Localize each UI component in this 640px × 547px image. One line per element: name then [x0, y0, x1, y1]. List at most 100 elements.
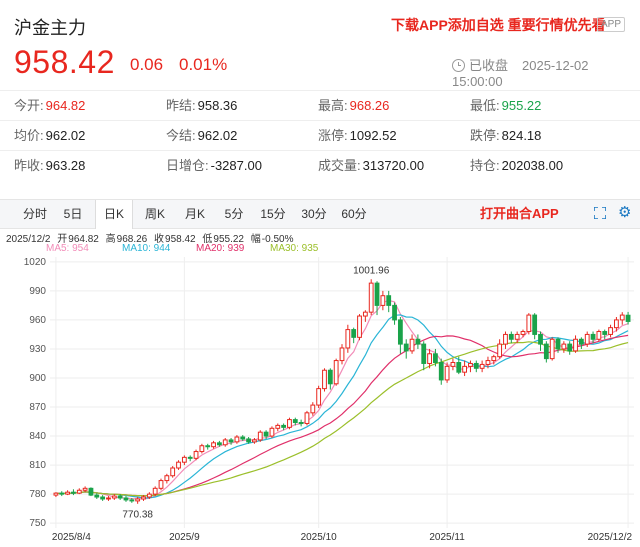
x-tick-label: 2025/10	[301, 532, 338, 543]
tab-7[interactable]: 30分	[301, 207, 327, 221]
candle-body	[614, 319, 619, 329]
candle-body	[234, 436, 240, 443]
candle-body	[152, 487, 158, 495]
quote-cell: 昨结: 958.36	[166, 91, 237, 121]
tab-5[interactable]: 5分	[224, 207, 244, 221]
y-tick-label: 990	[29, 286, 46, 297]
candle-body	[205, 445, 211, 448]
candle-body	[100, 496, 106, 500]
candle-body	[532, 314, 538, 335]
period-tab-bar: 分时 5日 日K 周K 月K 5分 15分 30分 60分 打开曲合APP ⚙	[0, 199, 640, 229]
candle-body	[514, 333, 520, 340]
instrument-title: 沪金主力	[14, 18, 86, 38]
ma-legend-item: MA5: 954	[46, 243, 89, 254]
quote-cell: 成交量: 313720.00	[318, 151, 424, 181]
candle-body	[216, 442, 222, 446]
candle-body	[257, 431, 263, 441]
y-tick-label: 960	[29, 315, 46, 326]
quote-cell: 跌停: 824.18	[470, 121, 541, 151]
candle-body	[123, 497, 129, 501]
candle-body	[479, 363, 485, 369]
candle-body	[462, 365, 468, 373]
candle-body	[497, 343, 503, 358]
candle-body	[596, 331, 602, 340]
candle-body	[164, 475, 170, 482]
ohlc-low: 955.22	[213, 234, 244, 245]
candle-body	[362, 311, 368, 317]
quote-row: 今开: 964.82 昨结: 958.36 最高: 968.26 最低: 955.22	[0, 90, 640, 121]
price-annotation: 1001.96	[353, 265, 390, 276]
quote-datetime: 2025-12-02 15:00:00	[452, 58, 589, 89]
candle-body	[304, 412, 310, 424]
tab-8[interactable]: 60分	[341, 207, 367, 221]
tab-3[interactable]: 周K	[144, 207, 165, 221]
quote-label: 涨停:	[318, 128, 348, 143]
candle-body	[468, 362, 473, 367]
quote-value: 964.82	[45, 98, 86, 113]
quote-cell: 最低: 955.22	[470, 91, 541, 121]
ohlc-range-label: 幅	[250, 234, 261, 245]
tab-1[interactable]: 5日	[63, 207, 83, 221]
quote-value: 958.36	[197, 98, 238, 113]
price-change-percent: 0.01%	[179, 55, 228, 74]
x-tick-label: 2025/11	[429, 532, 465, 543]
candlestick-chart[interactable]: 750 780 810 840 870 900 930 960 990 1020 2025/8/4 2…	[0, 252, 640, 547]
candle-body	[88, 487, 94, 496]
quote-cell: 最高: 968.26	[318, 91, 389, 121]
quote-label: 最低:	[470, 98, 500, 113]
y-tick-label: 840	[29, 431, 46, 442]
quote-label: 今结:	[166, 128, 196, 143]
candle-body	[567, 343, 573, 352]
fullscreen-icon[interactable]	[594, 207, 606, 219]
quote-label: 日增仓:	[166, 158, 209, 173]
ma-legend-item: MA20: 939	[196, 243, 245, 254]
candle-body	[380, 295, 386, 306]
open-app-button[interactable]: 打开曲合APP	[480, 206, 559, 221]
quote-label: 今开:	[14, 98, 44, 113]
quote-label: 最高:	[318, 98, 348, 113]
candle-body	[415, 338, 421, 345]
market-status: 已收盘 2025-12-02 15:00:00	[452, 55, 640, 89]
candle-body	[129, 499, 135, 502]
ohlc-high: 968.26	[116, 234, 148, 245]
tab-6[interactable]: 15分	[260, 207, 286, 221]
x-tick-label: 2025/9	[169, 532, 200, 543]
y-tick-label: 780	[29, 489, 46, 500]
candle-body	[450, 361, 456, 367]
y-tick-label: 900	[29, 373, 46, 384]
tab-2[interactable]: 日K	[95, 200, 133, 229]
quote-value: -3287.00	[210, 158, 262, 173]
quote-value: 963.28	[45, 158, 86, 173]
candle-body	[252, 439, 257, 443]
download-app-promo-link[interactable]: 下载APP添加自选 重要行情优先看	[391, 17, 606, 33]
candle-body	[602, 331, 608, 335]
y-tick-label: 1020	[24, 257, 47, 268]
candle-body	[158, 480, 164, 489]
candle-body	[339, 347, 345, 362]
candle-body	[59, 492, 65, 495]
gear-icon[interactable]: ⚙	[618, 204, 632, 221]
y-tick-label: 810	[29, 460, 46, 471]
candle-body	[222, 439, 228, 446]
clock-icon	[452, 59, 465, 72]
candle-body	[543, 343, 549, 360]
app-badge[interactable]: APP	[597, 17, 626, 32]
candle-body	[386, 295, 392, 306]
candle-body	[392, 304, 397, 321]
candle-body	[578, 338, 584, 345]
tab-4[interactable]: 月K	[184, 207, 205, 221]
quote-cell: 持仓: 202038.00	[470, 151, 563, 181]
candle-body	[351, 329, 357, 338]
quote-label: 跌停:	[470, 128, 500, 143]
candle-body	[53, 492, 59, 496]
tab-0[interactable]: 分时	[22, 207, 47, 221]
ohlc-open-label: 开	[57, 234, 68, 245]
candle-body	[485, 360, 491, 365]
candle-body	[409, 338, 415, 352]
candle-body	[438, 361, 444, 381]
candle-body	[228, 439, 234, 443]
candle-body	[549, 338, 555, 360]
quote-cell: 昨收: 963.28	[14, 151, 85, 181]
x-tick-label: 2025/8/4	[52, 532, 91, 543]
candle-body	[316, 388, 322, 406]
